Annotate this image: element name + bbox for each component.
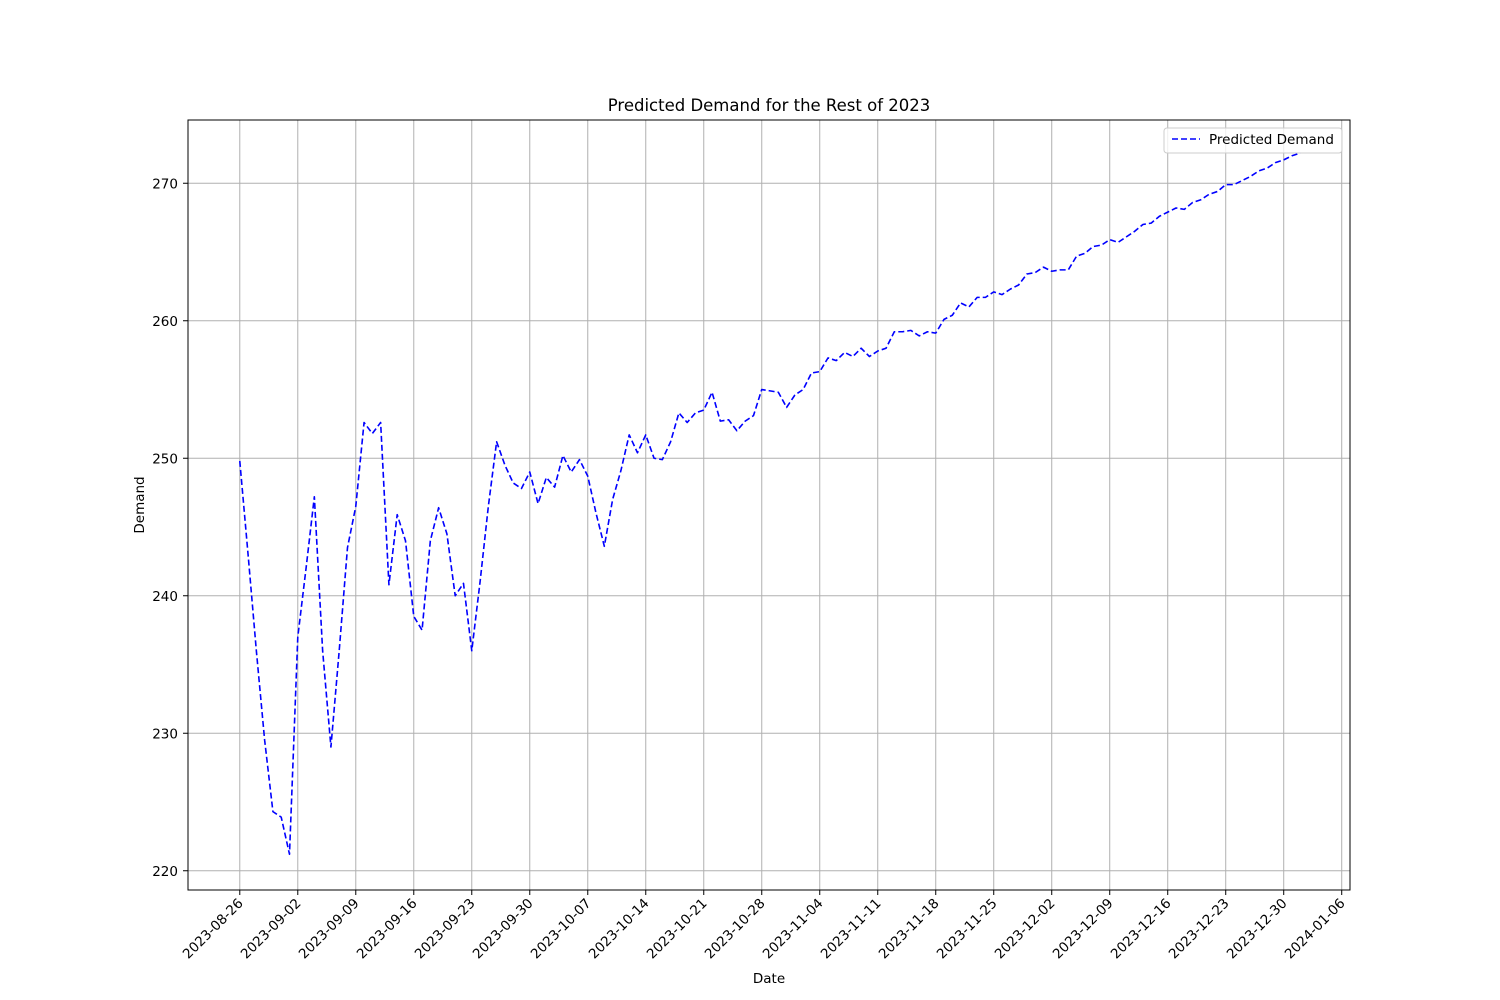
x-axis-label: Date (753, 971, 785, 987)
legend: Predicted Demand (1163, 127, 1343, 154)
x-tick-label: 2023-11-04 (760, 896, 827, 963)
series-line-predicted-demand (238, 152, 1301, 856)
chart-title: Predicted Demand for the Rest of 2023 (608, 96, 931, 115)
grid (188, 120, 1350, 890)
plot-frame (187, 119, 1351, 891)
x-tick-label: 2023-12-16 (1108, 896, 1175, 963)
x-tick-label: 2023-12-09 (1050, 896, 1117, 963)
y-tick-label: 250 (152, 451, 178, 467)
legend-box (1163, 127, 1343, 154)
x-tick-label: 2023-12-30 (1224, 896, 1291, 963)
y-axis-label: Demand (132, 476, 148, 533)
x-tick-label: 2023-12-23 (1166, 896, 1233, 963)
x-tick-label: 2023-09-09 (296, 896, 363, 963)
y-tick-label: 240 (152, 589, 178, 605)
x-tick-label: 2023-08-26 (180, 896, 247, 963)
x-tick-label: 2023-09-23 (412, 896, 479, 963)
x-tick-label: 2023-10-21 (644, 896, 711, 963)
x-tick-label: 2023-09-30 (470, 896, 537, 963)
x-tick-label: 2023-11-18 (876, 896, 943, 963)
series-predicted-demand (238, 152, 1301, 856)
x-tick-label: 2023-09-16 (354, 896, 421, 963)
x-tick-label: 2023-11-11 (818, 896, 885, 963)
legend-label: Predicted Demand (1209, 132, 1334, 148)
y-tick-label: 230 (152, 726, 178, 742)
x-tick-label: 2023-10-14 (586, 896, 653, 963)
x-tick-label: 2023-11-25 (934, 896, 1001, 963)
x-tick-label: 2023-09-02 (238, 896, 305, 963)
y-tick-label: 220 (152, 864, 178, 880)
x-tick-label: 2023-12-02 (992, 896, 1059, 963)
y-tick-label: 270 (152, 176, 178, 192)
ticks: 2023-08-262023-09-022023-09-092023-09-16… (152, 176, 1348, 962)
x-tick-label: 2023-10-28 (702, 896, 769, 963)
x-tick-label: 2023-10-07 (528, 896, 595, 963)
y-tick-label: 260 (152, 314, 178, 330)
x-tick-label: 2024-01-06 (1282, 896, 1349, 963)
